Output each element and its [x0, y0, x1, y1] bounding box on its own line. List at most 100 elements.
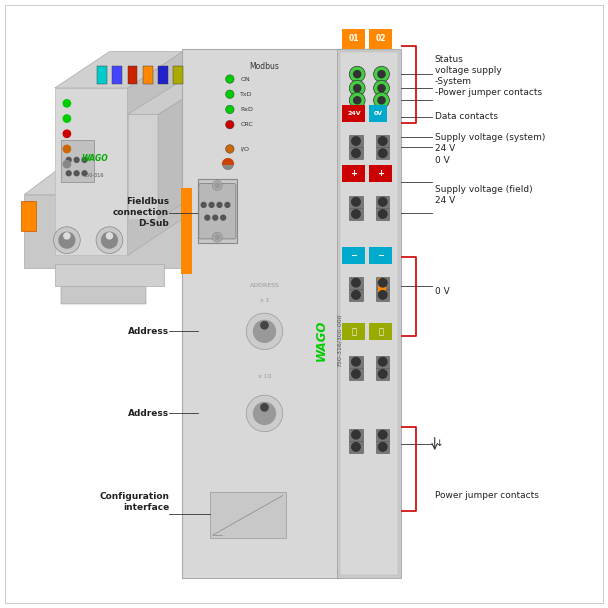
Bar: [349, 289, 362, 301]
Circle shape: [82, 171, 87, 176]
Circle shape: [349, 80, 365, 96]
Text: 02: 02: [375, 35, 386, 43]
Circle shape: [349, 66, 365, 82]
Circle shape: [352, 358, 360, 366]
Circle shape: [352, 430, 360, 439]
Text: ⏚: ⏚: [351, 328, 356, 336]
Text: 750-316: 750-316: [84, 173, 105, 178]
Bar: [342, 105, 365, 122]
Bar: [349, 135, 362, 147]
Circle shape: [74, 171, 79, 176]
Text: Fieldbus
connection
D-Sub: Fieldbus connection D-Sub: [113, 197, 169, 229]
Circle shape: [378, 210, 387, 218]
Circle shape: [352, 278, 360, 287]
Bar: [181, 188, 192, 274]
Circle shape: [63, 100, 71, 107]
Text: Address: Address: [128, 327, 169, 336]
Bar: [376, 368, 390, 380]
Bar: [349, 429, 362, 441]
Circle shape: [226, 120, 234, 129]
Bar: [376, 356, 390, 368]
Polygon shape: [55, 52, 182, 88]
Bar: [349, 196, 362, 208]
Circle shape: [352, 198, 360, 206]
Bar: [376, 277, 390, 289]
Bar: [378, 278, 386, 292]
Bar: [143, 66, 153, 84]
Circle shape: [63, 145, 71, 153]
Bar: [158, 66, 168, 84]
Polygon shape: [128, 52, 182, 255]
Bar: [349, 356, 362, 368]
Bar: [349, 208, 362, 220]
Text: 750-316/300-000: 750-316/300-000: [337, 314, 342, 367]
Circle shape: [261, 322, 268, 329]
Text: ON: ON: [240, 77, 250, 81]
Circle shape: [378, 149, 387, 157]
Bar: [128, 66, 137, 84]
Circle shape: [63, 161, 71, 168]
Circle shape: [106, 233, 112, 239]
Circle shape: [352, 291, 360, 299]
Circle shape: [378, 97, 385, 104]
Bar: [21, 201, 36, 231]
Text: ADDRESS: ADDRESS: [249, 283, 280, 288]
Bar: [61, 283, 146, 304]
Circle shape: [352, 149, 360, 157]
Text: Supply voltage (field)
24 V: Supply voltage (field) 24 V: [435, 184, 533, 205]
Circle shape: [82, 157, 87, 162]
Polygon shape: [128, 114, 158, 219]
Circle shape: [378, 370, 387, 378]
Circle shape: [378, 71, 385, 78]
Text: 0 V: 0 V: [435, 288, 449, 296]
Circle shape: [205, 215, 210, 220]
Bar: [376, 147, 390, 159]
Bar: [376, 429, 390, 441]
Bar: [349, 277, 362, 289]
Text: Power jumper contacts: Power jumper contacts: [435, 491, 539, 500]
Bar: [349, 147, 362, 159]
Polygon shape: [24, 158, 255, 195]
Circle shape: [354, 85, 361, 92]
Circle shape: [217, 202, 222, 207]
Circle shape: [378, 85, 385, 92]
Bar: [369, 165, 392, 182]
Circle shape: [225, 202, 230, 207]
Text: RxD: RxD: [240, 107, 253, 112]
Circle shape: [378, 291, 387, 299]
Circle shape: [221, 215, 226, 220]
Text: ⏚: ⏚: [378, 328, 383, 336]
FancyBboxPatch shape: [199, 184, 236, 239]
Circle shape: [215, 235, 220, 240]
Circle shape: [213, 181, 223, 190]
Bar: [376, 289, 390, 301]
Circle shape: [63, 130, 71, 137]
Circle shape: [378, 443, 387, 451]
Bar: [342, 29, 365, 49]
Circle shape: [96, 227, 123, 254]
Bar: [173, 66, 183, 84]
Text: Supply voltage (system)
24 V
0 V: Supply voltage (system) 24 V 0 V: [435, 133, 545, 165]
Text: x 10: x 10: [258, 375, 271, 379]
Bar: [376, 196, 390, 208]
Circle shape: [63, 115, 71, 122]
Circle shape: [102, 232, 117, 248]
Bar: [376, 441, 390, 453]
Text: +: +: [350, 170, 358, 178]
Circle shape: [54, 227, 80, 254]
Circle shape: [209, 202, 214, 207]
Bar: [55, 264, 164, 286]
Text: TxD: TxD: [240, 92, 253, 97]
Text: x 1: x 1: [260, 299, 269, 303]
Bar: [376, 135, 390, 147]
Circle shape: [378, 430, 387, 439]
Bar: [182, 49, 340, 578]
Circle shape: [378, 198, 387, 206]
Bar: [349, 441, 362, 453]
Circle shape: [373, 66, 390, 82]
Polygon shape: [158, 84, 207, 219]
Polygon shape: [128, 84, 207, 114]
Bar: [210, 492, 286, 538]
Circle shape: [352, 443, 360, 451]
Circle shape: [226, 105, 234, 114]
